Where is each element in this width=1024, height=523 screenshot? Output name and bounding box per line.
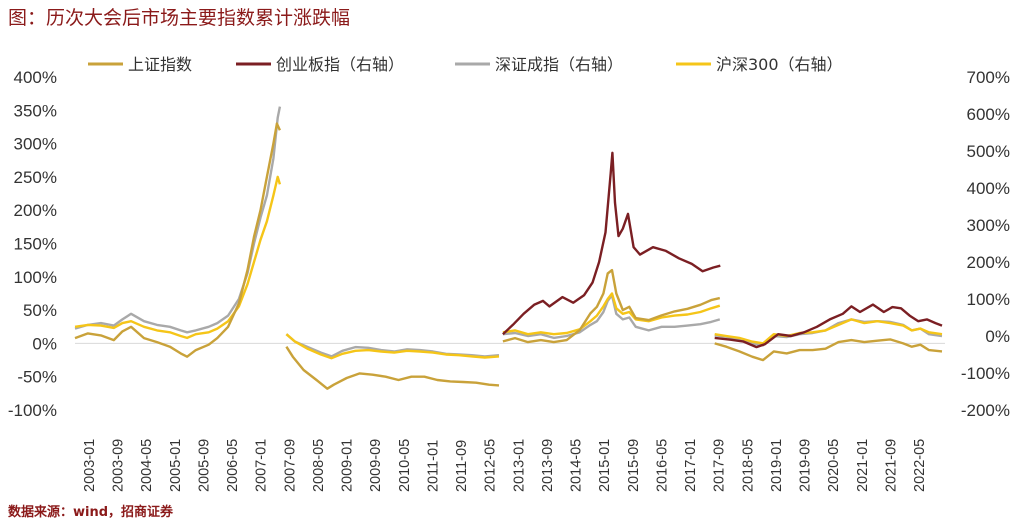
series-line-3 [502,292,721,336]
x-tick-label: 2019-01 [769,439,785,492]
x-tick-label: 2017-09 [712,439,728,492]
x-tick-label: 2019-09 [798,439,814,492]
x-tick-label: 2009-09 [368,439,384,492]
y-left-tick-label: -50% [17,368,57,387]
x-tick-label: 2011-01 [425,440,441,492]
y-axis-right: 700% 600% 500% 400% 300% 200% 100% 0% -100% -200% [961,68,1010,420]
x-tick-label: 2021-09 [883,439,899,492]
x-tick-label: 2005-01 [168,439,184,492]
series-line-3 [74,175,282,340]
x-tick-label: 2020-05 [826,439,842,492]
x-tick-label: 2015-01 [597,439,613,492]
y-left-tick-label: -100% [8,401,57,420]
x-tick-label: 2011-09 [454,440,470,492]
y-right-tick-label: 300% [967,216,1010,235]
series-line-1 [714,303,943,349]
x-tick-label: 2003-09 [111,439,127,492]
y-axis-left: 400% 350% 300% 250% 200% 150% 100% 50% 0% -50% -10… [8,68,57,420]
legend-label: 沪深300（右轴） [716,55,843,74]
x-tick-label: 2004-05 [139,439,155,492]
legend-label: 深证成指（右轴） [495,55,623,74]
legend: 上证指数 创业板指（右轴） 深证成指（右轴） 沪深300（右轴） [88,55,843,74]
y-right-tick-label: -200% [961,401,1010,420]
series-line-3 [714,318,943,345]
x-tick-label: 2013-01 [511,439,527,492]
x-tick-label: 2007-09 [282,439,298,492]
legend-label: 上证指数 [128,55,192,74]
y-left-tick-label: 400% [14,68,57,87]
y-right-tick-label: 0% [985,327,1010,346]
y-right-tick-label: 200% [967,253,1010,272]
x-axis: 2003-01 2003-09 2004-05 2005-01 2005-09 2006-… [82,439,928,492]
x-tick-label: 2018-05 [740,439,756,492]
x-tick-label: 2013-09 [540,439,556,492]
y-left-tick-label: 150% [14,235,57,254]
y-left-tick-label: 0% [32,334,57,353]
series-line-0 [502,268,721,344]
x-tick-label: 2008-05 [311,439,327,492]
data-source-note: 数据来源：wind，招商证券 [8,505,174,520]
y-left-tick-label: 200% [14,201,57,220]
x-tick-label: 2012-05 [483,439,499,492]
y-left-tick-label: 250% [14,168,57,187]
series-line-2 [74,106,282,334]
series-line-1 [502,151,721,336]
y-right-tick-label: 100% [967,290,1010,309]
series-line-3 [285,333,500,360]
y-left-tick-label: 350% [14,101,57,120]
x-tick-label: 2022-05 [912,439,928,492]
y-right-tick-label: 600% [967,105,1010,124]
legend-label: 创业板指（右轴） [276,55,404,74]
x-tick-label: 2010-05 [397,439,413,492]
chart-title: 图：历次大会后市场主要指数累计涨跌幅 [8,7,351,29]
series-line-0 [714,338,943,362]
y-right-tick-label: 500% [967,142,1010,161]
y-left-tick-label: 300% [14,135,57,154]
y-left-tick-label: 100% [14,268,57,287]
x-tick-label: 2003-01 [82,439,98,492]
y-right-tick-label: 400% [967,179,1010,198]
x-tick-label: 2007-01 [254,439,270,492]
y-right-tick-label: 700% [967,68,1010,87]
x-tick-label: 2021-01 [855,439,871,492]
x-tick-label: 2014-05 [569,439,585,492]
series-line-0 [285,346,500,390]
x-tick-label: 2015-09 [626,439,642,492]
x-tick-label: 2005-09 [196,439,212,492]
series-line-0 [74,122,281,358]
y-left-tick-label: 50% [23,301,57,320]
x-tick-label: 2009-01 [340,439,356,492]
x-tick-label: 2016-05 [654,439,670,492]
series-lines [74,106,943,390]
x-tick-label: 2017-01 [683,439,699,492]
y-right-tick-label: -100% [961,364,1010,383]
series-line-2 [502,294,721,340]
x-tick-label: 2006-05 [225,439,241,492]
